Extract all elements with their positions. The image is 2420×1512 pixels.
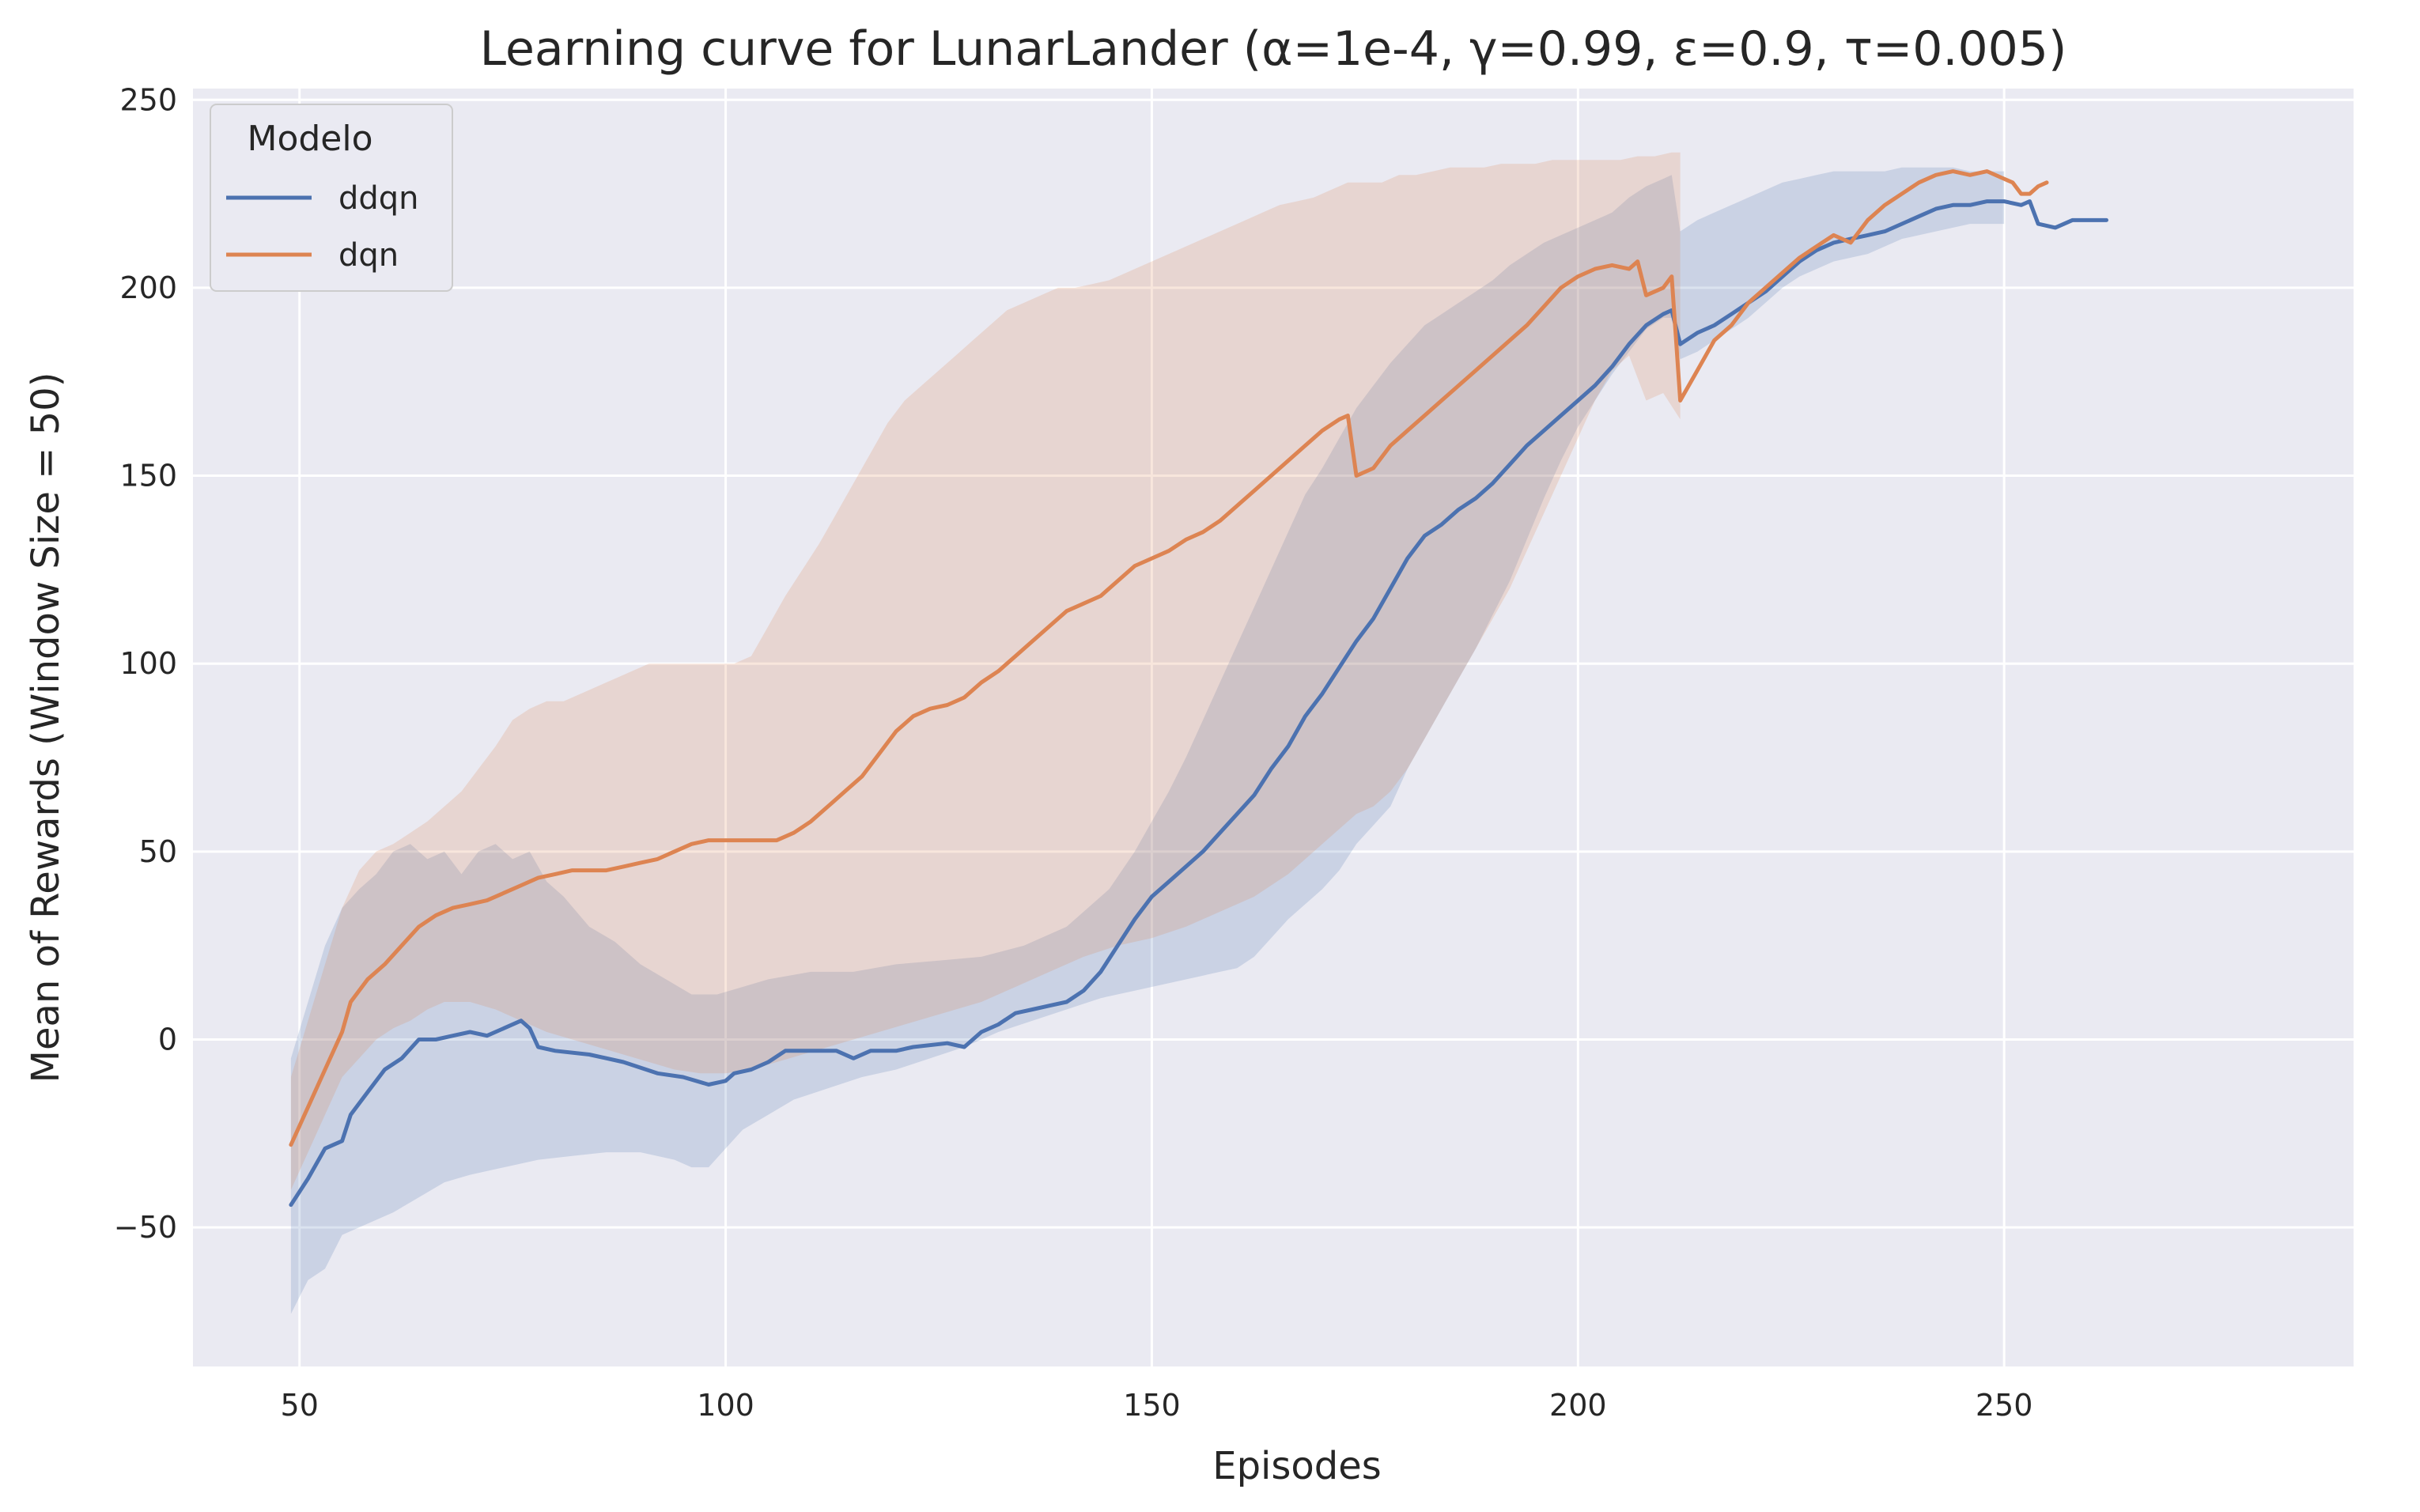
x-tick-150: 150	[1123, 1388, 1181, 1423]
plot-background	[193, 89, 2354, 1366]
legend-box	[210, 104, 453, 292]
ci-band-ddqn	[290, 167, 2005, 1314]
series-line-ddqn	[289, 199, 2108, 1208]
legend: Modelo ddqn dqn	[210, 104, 453, 292]
y-axis-label: Mean of Rewards (Window Size = 50)	[24, 372, 68, 1083]
chart-title: Learning curve for LunarLander (α=1e-4, …	[480, 21, 2067, 77]
y-tick-250: 250	[119, 82, 177, 117]
confidence-bands	[290, 152, 2005, 1314]
x-tick-250: 250	[1976, 1388, 2033, 1423]
x-tick-200: 200	[1549, 1388, 1607, 1423]
series-line-dqn	[289, 169, 2049, 1147]
x-axis-label: Episodes	[1212, 1444, 1382, 1488]
y-tick-200: 200	[119, 270, 177, 305]
legend-label-ddqn: ddqn	[338, 180, 419, 217]
series-lines	[289, 169, 2108, 1208]
y-tick-100: 100	[119, 646, 177, 681]
x-tick-50: 50	[281, 1388, 319, 1423]
x-tick-labels: 50 100 150 200 250	[281, 1388, 2033, 1423]
y-tick-0: 0	[158, 1022, 177, 1057]
x-tick-100: 100	[697, 1388, 754, 1423]
y-tick-labels: −50 0 50 100 150 200 250	[114, 82, 177, 1245]
y-tick-50: 50	[139, 834, 177, 869]
legend-label-dqn: dqn	[338, 237, 399, 274]
legend-title: Modelo	[247, 119, 372, 159]
y-tick--50: −50	[114, 1210, 177, 1245]
y-tick-150: 150	[119, 459, 177, 493]
ci-band-dqn	[290, 152, 1681, 1190]
